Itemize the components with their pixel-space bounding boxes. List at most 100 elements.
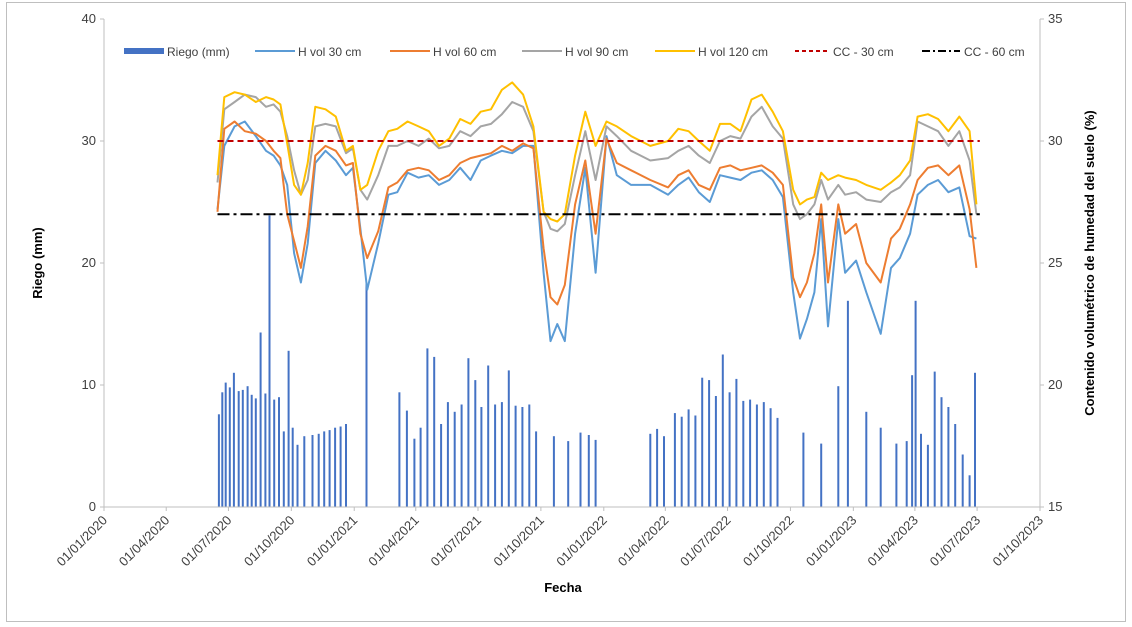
- riego-bar: [701, 377, 704, 507]
- riego-bar: [426, 348, 429, 507]
- x-tick-label: 01/01/2020: [53, 513, 110, 570]
- y2-tick-label: 35: [1048, 11, 1062, 26]
- riego-bar: [755, 404, 758, 507]
- x-tick-label: 01/07/2023: [927, 513, 984, 570]
- riego-bar: [968, 475, 971, 507]
- riego-bar: [474, 380, 477, 507]
- riego-bar: [268, 215, 271, 507]
- legend-label-h30: H vol 30 cm: [298, 45, 361, 59]
- riego-bar: [656, 428, 659, 507]
- riego-bar: [453, 411, 456, 507]
- x-tick-label: 01/01/2021: [304, 513, 361, 570]
- riego-bar: [846, 300, 849, 507]
- riego-bar: [721, 354, 724, 507]
- riego-bar: [865, 411, 868, 507]
- riego-bar: [911, 375, 914, 507]
- y-tick-label: 20: [82, 255, 96, 270]
- riego-bar: [345, 424, 347, 507]
- riego-bar: [287, 350, 290, 507]
- legend-label-cc30: CC - 30 cm: [833, 45, 894, 59]
- riego-bar: [317, 433, 320, 507]
- riego-bar: [264, 393, 267, 507]
- riego-bar: [217, 414, 220, 507]
- legend-label-riego: Riego (mm): [167, 45, 230, 59]
- riego-bar: [278, 397, 280, 507]
- riego-bar: [241, 389, 244, 507]
- riego-bar: [594, 439, 597, 507]
- series-line-h-vol-120-cm: [216, 81, 978, 223]
- riego-bar: [237, 391, 240, 507]
- riego-bar: [920, 433, 922, 507]
- riego-bar: [413, 438, 416, 507]
- riego-bar: [837, 386, 840, 507]
- riego-bar: [687, 409, 690, 507]
- x-tick-label: 01/07/2021: [427, 513, 484, 570]
- riego-bar: [398, 392, 401, 507]
- riego-bar: [291, 427, 294, 507]
- riego-bar: [405, 410, 408, 507]
- riego-bar: [776, 417, 779, 507]
- y-tick-label: 10: [82, 377, 96, 392]
- riego-bar: [224, 382, 227, 507]
- legend-label-h60: H vol 60 cm: [433, 45, 496, 59]
- riego-bar: [303, 436, 306, 507]
- riego-bar: [567, 441, 570, 507]
- riego-bar: [494, 404, 497, 507]
- riego-bar: [587, 435, 590, 507]
- riego-bar: [663, 436, 665, 507]
- riego-bar: [933, 371, 936, 507]
- x-tick-label: 01/01/2023: [803, 513, 860, 570]
- riego-bar: [895, 443, 898, 507]
- riego-bar: [228, 387, 231, 507]
- riego-bar: [246, 386, 249, 507]
- riego-bar: [974, 372, 976, 507]
- y-tick-label: 0: [89, 499, 96, 514]
- riego-bar: [507, 370, 510, 507]
- riego-bar: [514, 405, 517, 507]
- x-tick-label: 01/04/2022: [615, 513, 672, 570]
- x-tick-label: 01/10/2023: [989, 513, 1046, 570]
- riego-bar: [769, 408, 772, 507]
- series-line-h-vol-90-cm: [216, 93, 978, 233]
- riego-bar: [708, 380, 711, 507]
- riego-bar: [433, 356, 436, 507]
- riego-bar: [365, 282, 368, 507]
- x-tick-label: 01/07/2020: [178, 513, 235, 570]
- x-tick-label: 01/04/2023: [864, 513, 921, 570]
- riego-bar: [680, 416, 683, 507]
- y-axis-title: Riego (mm): [30, 227, 45, 299]
- x-tick-label: 01/10/2022: [740, 513, 797, 570]
- riego-bar: [649, 433, 652, 507]
- y2-tick-label: 20: [1048, 377, 1062, 392]
- riego-bar: [714, 396, 717, 507]
- riego-bar: [250, 394, 253, 507]
- riego-bar: [749, 399, 752, 507]
- riego-bar: [334, 427, 337, 507]
- y2-tick-label: 30: [1048, 133, 1062, 148]
- riego-bar: [694, 415, 697, 507]
- riego-bar: [487, 365, 490, 507]
- x-tick-label: 01/07/2022: [677, 513, 734, 570]
- riego-bar: [940, 397, 943, 507]
- riego-bar: [742, 400, 745, 507]
- legend-label-h120: H vol 120 cm: [698, 45, 768, 59]
- lines-layer: [216, 81, 980, 343]
- riego-bar: [535, 431, 538, 507]
- riego-bar: [282, 431, 285, 507]
- riego-bar: [905, 441, 908, 507]
- chart-frame: [6, 2, 1126, 622]
- riego-bar: [419, 427, 422, 507]
- riego-bar: [480, 407, 483, 507]
- x-axis-title: Fecha: [544, 580, 582, 595]
- y2-tick-label: 15: [1048, 499, 1062, 514]
- riego-bar: [446, 402, 449, 507]
- riego-bar: [820, 443, 823, 507]
- bars-layer: [217, 215, 976, 507]
- series-line-h-vol-60-cm: [216, 120, 978, 306]
- riego-bar: [500, 402, 503, 507]
- series-line-h-vol-30-cm: [216, 120, 977, 343]
- riego-bar: [954, 424, 957, 507]
- legend-label-cc60: CC - 60 cm: [964, 45, 1025, 59]
- riego-bar: [521, 407, 524, 507]
